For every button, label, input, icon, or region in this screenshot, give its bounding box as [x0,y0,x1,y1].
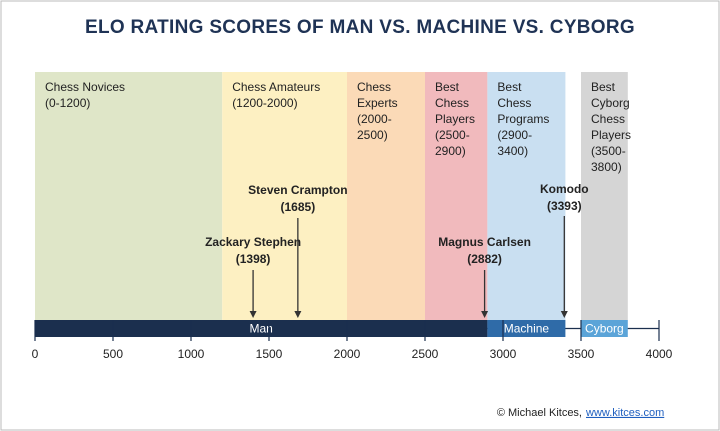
segment-label: Machine [504,322,550,336]
x-tick-label: 1000 [178,347,205,361]
band-label: Cyborg [591,96,630,110]
marker-name: Komodo [540,182,589,196]
x-tick-label: 2500 [412,347,439,361]
credit: © Michael Kitces, [497,407,582,419]
band [487,72,566,320]
chart-title: ELO RATING SCORES OF MAN VS. MACHINE VS.… [85,17,635,38]
band-label: (0-1200) [45,96,90,110]
marker-value: (3393) [547,199,582,213]
band [581,72,628,320]
marker-name: Magnus Carlsen [438,235,531,249]
band-label: (1200-2000) [232,96,297,110]
segment-label: Man [250,322,273,336]
band-label: Chess [435,96,469,110]
marker-value: (1685) [281,200,316,214]
band [347,72,425,320]
band-label: Experts [357,96,398,110]
band-label: (2500- [435,128,470,142]
x-tick-label: 3000 [490,347,517,361]
band [35,72,223,320]
x-tick-label: 500 [103,347,123,361]
band-label: (3500- [591,144,626,158]
marker-name: Steven Crampton [248,183,347,197]
band-label: Chess [357,80,391,94]
x-tick-label: 0 [32,347,39,361]
x-tick-label: 2000 [334,347,361,361]
band-label: 3400) [497,144,528,158]
band-label: 3800) [591,160,622,174]
band [425,72,488,320]
marker-name: Zackary Stephen [205,235,301,249]
band-label: 2900) [435,144,466,158]
arrow-head [481,311,489,318]
arrow-head [294,311,302,318]
band-label: (2900- [497,128,532,142]
marker-value: (1398) [236,252,271,266]
band-label: Best [591,80,616,94]
arrow-head [560,311,568,318]
segment-label: Cyborg [585,322,624,336]
credit-link[interactable]: www.kitces.com [585,407,664,419]
x-tick-label: 3500 [568,347,595,361]
x-tick-label: 4000 [646,347,673,361]
segment [487,320,566,337]
x-tick-label: 1500 [256,347,283,361]
band-label: Chess [497,96,531,110]
band-label: (2000- [357,112,392,126]
band-label: 2500) [357,128,388,142]
segment [35,320,488,337]
band-label: Chess [591,112,625,126]
arrow-head [249,311,257,318]
segment [581,320,628,337]
band-label: Players [591,128,631,142]
band-label: Best [497,80,522,94]
band-label: Programs [497,112,549,126]
band-label: Best [435,80,460,94]
band [222,72,347,320]
band-label: Chess Amateurs [232,80,320,94]
marker-value: (2882) [467,252,502,266]
band-label: Players [435,112,475,126]
band-label: Chess Novices [45,80,125,94]
